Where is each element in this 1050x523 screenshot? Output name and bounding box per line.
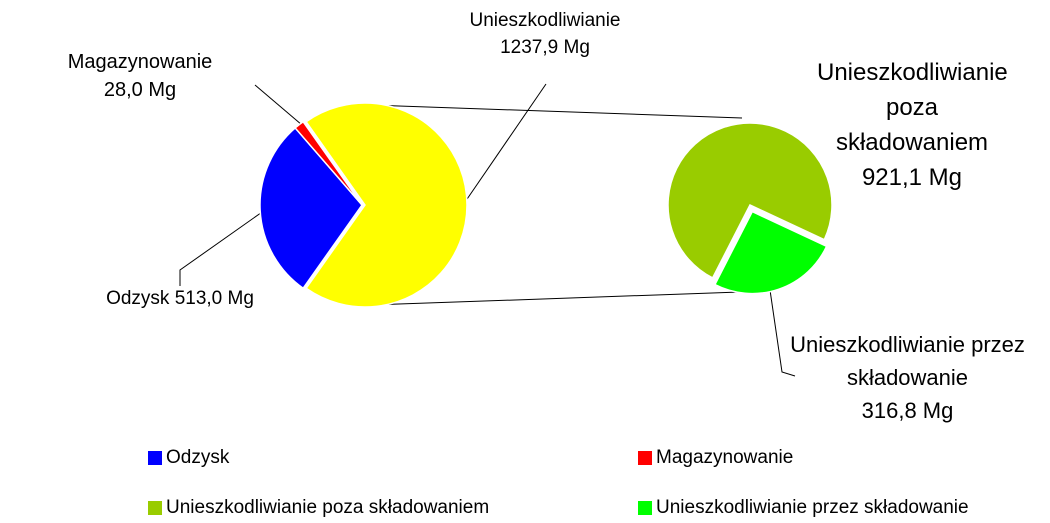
connectors	[179, 83, 796, 377]
label-value: 316,8 Mg	[861, 398, 954, 423]
legend-item: Unieszkodliwianie poza składowaniem	[148, 497, 489, 519]
label-value: 28,0 Mg	[103, 79, 177, 101]
pie-slice	[713, 210, 828, 295]
legend-label: Odzysk	[166, 447, 230, 468]
label-value: 1237,9 Mg	[500, 36, 590, 58]
data-label: Unieszkodliwianie 1237,9 Mg	[460, 8, 630, 61]
data-label: Odzysk 513,0 Mg	[70, 286, 290, 313]
pie-slice	[667, 122, 833, 279]
pie-slice	[294, 120, 363, 206]
label-category: Magazynowanie	[67, 51, 213, 73]
legend-swatch	[148, 451, 162, 465]
data-label: Magazynowanie 28,0 Mg	[5, 48, 275, 104]
legend-item: Magazynowanie	[638, 447, 793, 469]
label-value: 921,1 Mg	[861, 164, 963, 191]
leader-line	[179, 209, 266, 286]
leader-line	[254, 84, 303, 126]
connector-line	[371, 104, 743, 119]
label-category: Odzysk	[106, 288, 170, 309]
legend-item: Odzysk	[148, 447, 229, 469]
label-category: Unieszkodliwianie	[469, 10, 621, 31]
legend-label: Unieszkodliwianie przez składowanie	[656, 497, 969, 518]
data-label: Unieszkodliwianie poza składowaniem 921,1…	[817, 55, 1008, 195]
leader-line	[462, 83, 547, 206]
legend-item: Unieszkodliwianie przez składowanie	[638, 497, 969, 519]
connector-line	[371, 291, 741, 306]
pie-slice	[305, 102, 468, 308]
legend-swatch	[148, 501, 162, 515]
data-label: Unieszkodliwianie przez składowanie 316,8…	[790, 328, 1025, 427]
label-category: Unieszkodliwianie przez składowanie	[790, 332, 1025, 390]
legend-label: Unieszkodliwianie poza składowaniem	[166, 497, 490, 518]
legend-label: Magazynowanie	[656, 447, 794, 468]
pie-slice	[259, 126, 363, 290]
legend-swatch	[638, 451, 652, 465]
label-value: 513,0 Mg	[174, 288, 254, 309]
leader-line	[769, 289, 796, 377]
legend-swatch	[638, 501, 652, 515]
label-category: Unieszkodliwianie poza składowaniem	[817, 59, 1008, 156]
